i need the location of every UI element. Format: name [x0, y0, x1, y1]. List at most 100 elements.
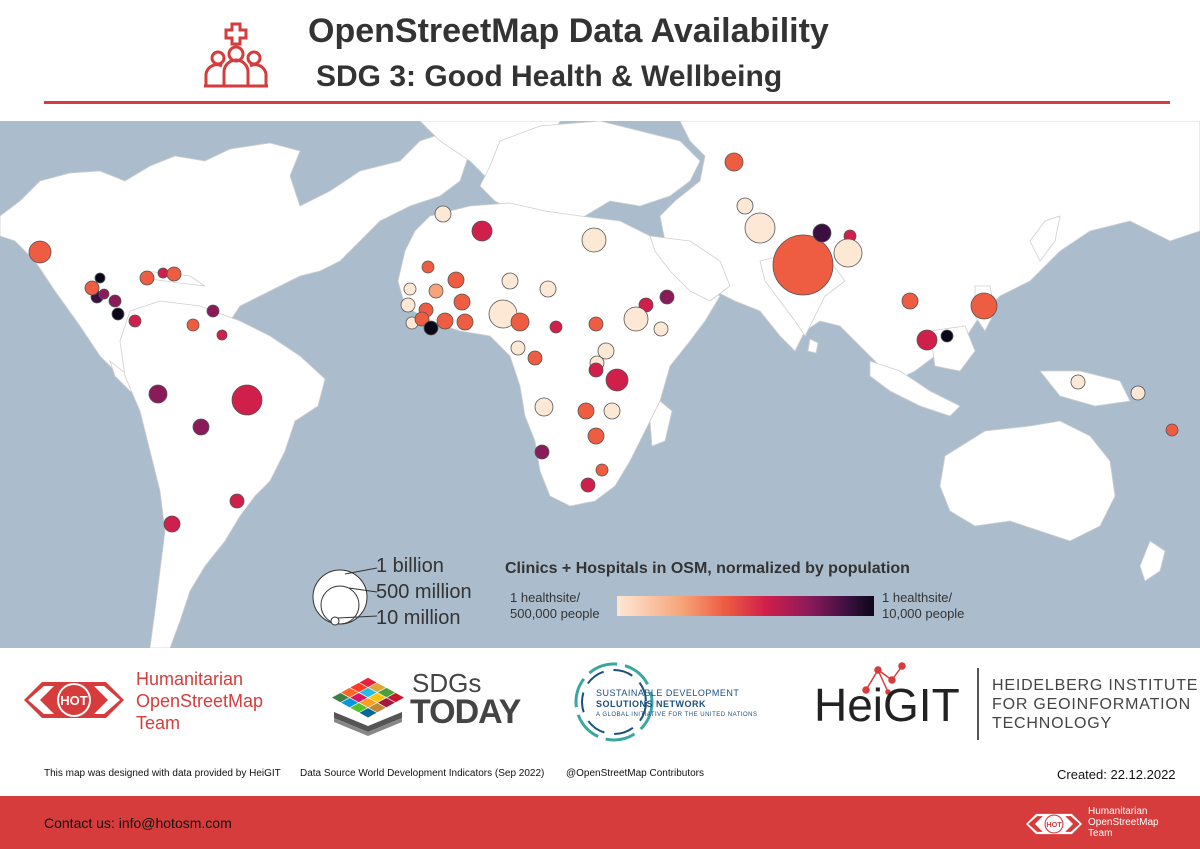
hot-line3: Team	[136, 713, 181, 733]
country-bubble	[970, 292, 998, 320]
country-bubble	[229, 493, 245, 509]
country-bubbles	[28, 152, 1179, 533]
country-bubble	[510, 312, 530, 332]
country-bubble	[527, 350, 543, 366]
hot-logo-text: Humanitarian OpenStreetMap Team	[136, 668, 263, 734]
contact-email[interactable]: Contact us: info@hotosm.com	[44, 815, 232, 831]
heigit-line3: TECHNOLOGY	[992, 715, 1113, 732]
hot-badge-text: HOT	[60, 693, 88, 708]
country-bubble	[434, 205, 452, 223]
world-map	[0, 121, 1200, 648]
country-bubble	[139, 270, 155, 286]
land-south-america	[119, 300, 326, 648]
country-bubble	[588, 316, 604, 332]
country-bubble	[580, 477, 596, 493]
land-australia	[939, 420, 1116, 542]
country-bubble	[581, 227, 607, 253]
land-sri-lanka	[807, 338, 819, 354]
credit-osm: @OpenStreetMap Contributors	[566, 768, 704, 779]
header-divider	[44, 101, 1170, 104]
country-bubble	[534, 397, 554, 417]
country-bubble	[186, 318, 200, 332]
country-bubble	[901, 292, 919, 310]
heigit-wordmark: HeiGIT	[814, 679, 960, 731]
country-bubble	[812, 223, 832, 243]
country-bubble	[659, 289, 675, 305]
footer-hot-text: Humanitarian OpenStreetMap Team	[1088, 806, 1159, 839]
land-indonesia-west	[869, 360, 961, 417]
country-bubble	[595, 463, 609, 477]
country-bubble	[98, 288, 110, 300]
country-bubble	[603, 402, 621, 420]
country-bubble	[192, 418, 210, 436]
country-bubble	[423, 320, 439, 336]
land-arabia	[649, 235, 731, 302]
country-bubble	[414, 311, 430, 327]
credit-designed: This map was designed with data provided…	[44, 768, 281, 779]
country-bubble	[916, 329, 938, 351]
country-bubble	[84, 280, 100, 296]
world-map-canvas	[0, 121, 1200, 648]
land-new-guinea	[1039, 370, 1131, 407]
land-new-zealand	[1139, 540, 1166, 582]
country-bubble	[724, 152, 744, 172]
color-legend-low-label: 1 healthsite/ 500,000 people	[510, 590, 600, 622]
high-label-line2: 10,000 people	[882, 606, 965, 621]
country-bubble	[157, 267, 169, 279]
country-bubble	[1070, 374, 1086, 390]
country-bubble	[534, 444, 550, 460]
country-bubble	[447, 271, 465, 289]
country-bubble	[1130, 385, 1146, 401]
sdgs-today-logo-icon	[331, 677, 405, 736]
color-legend-high-label: 1 healthsite/ 10,000 people	[882, 590, 964, 622]
land-europe	[479, 121, 701, 222]
health-group-icon	[204, 22, 268, 88]
size-legend-500-million: 500 million	[376, 581, 472, 603]
country-bubble	[1165, 423, 1179, 437]
country-bubble	[587, 427, 605, 445]
country-bubble	[111, 307, 125, 321]
color-gradient-bar	[617, 596, 874, 616]
sdsn-text: SUSTAINABLE DEVELOPMENT SOLUTIONS NETWOR…	[596, 688, 757, 721]
country-bubble	[833, 238, 863, 268]
hot-line1: Humanitarian	[136, 669, 244, 689]
country-bubble	[231, 384, 263, 416]
sdgs-today-line1: SDGs	[412, 668, 482, 698]
country-bubble	[453, 293, 471, 311]
footer-hot-badge-text: HOT	[1046, 820, 1062, 829]
sdsn-logo-icon	[574, 662, 654, 742]
size-legend-1-billion: 1 billion	[376, 555, 444, 577]
country-bubble	[403, 282, 417, 296]
country-bubble	[436, 312, 454, 330]
country-bubble	[510, 340, 526, 356]
country-bubble	[539, 280, 557, 298]
footer-hot-line2: OpenStreetMap	[1088, 817, 1159, 828]
country-bubble	[653, 321, 669, 337]
country-bubble	[421, 260, 435, 274]
sdgs-today-line2: TODAY	[410, 693, 521, 731]
footer-hot-line3: Team	[1088, 828, 1113, 839]
country-bubble	[501, 272, 519, 290]
country-bubble	[108, 294, 122, 308]
hot-line2: OpenStreetMap	[136, 691, 264, 711]
country-bubble	[94, 272, 106, 284]
country-bubble	[128, 314, 142, 328]
country-bubble	[605, 368, 629, 392]
country-bubble	[400, 297, 416, 313]
sdsn-line2: SOLUTIONS NETWORK	[596, 699, 706, 709]
land-japan	[1029, 215, 1061, 262]
hot-logo-icon: HOT	[24, 682, 124, 718]
country-bubble	[772, 234, 834, 296]
country-bubble	[471, 220, 493, 242]
country-bubble	[623, 306, 649, 332]
heigit-line1: HEIDELBERG INSTITUTE	[992, 677, 1199, 694]
sdsn-line1: SUSTAINABLE DEVELOPMENT	[596, 688, 740, 698]
low-label-line1: 1 healthsite/	[510, 590, 581, 605]
footer-hot-line1: Humanitarian	[1088, 806, 1148, 817]
heigit-line2: FOR GEOINFORMATION	[992, 696, 1191, 713]
size-legend-circles	[312, 567, 378, 626]
page-subtitle: SDG 3: Good Health & Wellbeing	[316, 60, 783, 93]
credit-source: Data Source World Development Indicators…	[300, 768, 545, 779]
country-bubble	[940, 329, 954, 343]
heigit-divider	[977, 668, 979, 740]
